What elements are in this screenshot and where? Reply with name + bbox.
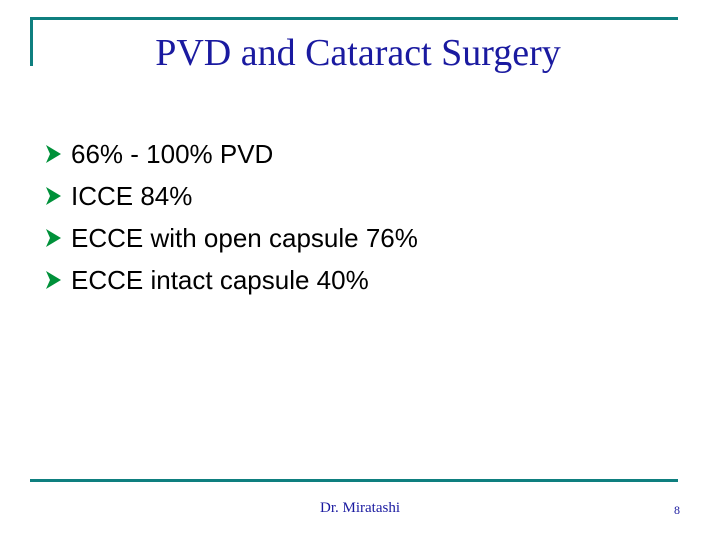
bullet-item: ICCE 84%: [46, 175, 418, 217]
arrow-bullet-icon: [46, 145, 61, 163]
bullet-item: ECCE intact capsule 40%: [46, 259, 418, 301]
bullet-item: ECCE with open capsule 76%: [46, 217, 418, 259]
page-number: 8: [674, 503, 680, 517]
left-border-line: [30, 17, 33, 66]
arrow-bullet-icon: [46, 271, 61, 289]
footer-author: Dr. Miratashi: [320, 500, 400, 516]
bullet-list: 66% - 100% PVD ICCE 84% ECCE with open c…: [46, 133, 418, 301]
arrow-bullet-icon: [46, 229, 61, 247]
top-border-line: [30, 17, 678, 20]
bullet-text: 66% - 100% PVD: [71, 138, 274, 169]
arrow-bullet-icon: [46, 187, 61, 205]
bullet-text: ICCE 84%: [71, 180, 193, 211]
bullet-item: 66% - 100% PVD: [46, 133, 418, 175]
bullet-text: ECCE with open capsule 76%: [71, 222, 418, 253]
bullet-text: ECCE intact capsule 40%: [71, 264, 369, 295]
bottom-border-line: [30, 479, 678, 482]
slide-title: PVD and Cataract Surgery: [155, 32, 561, 74]
